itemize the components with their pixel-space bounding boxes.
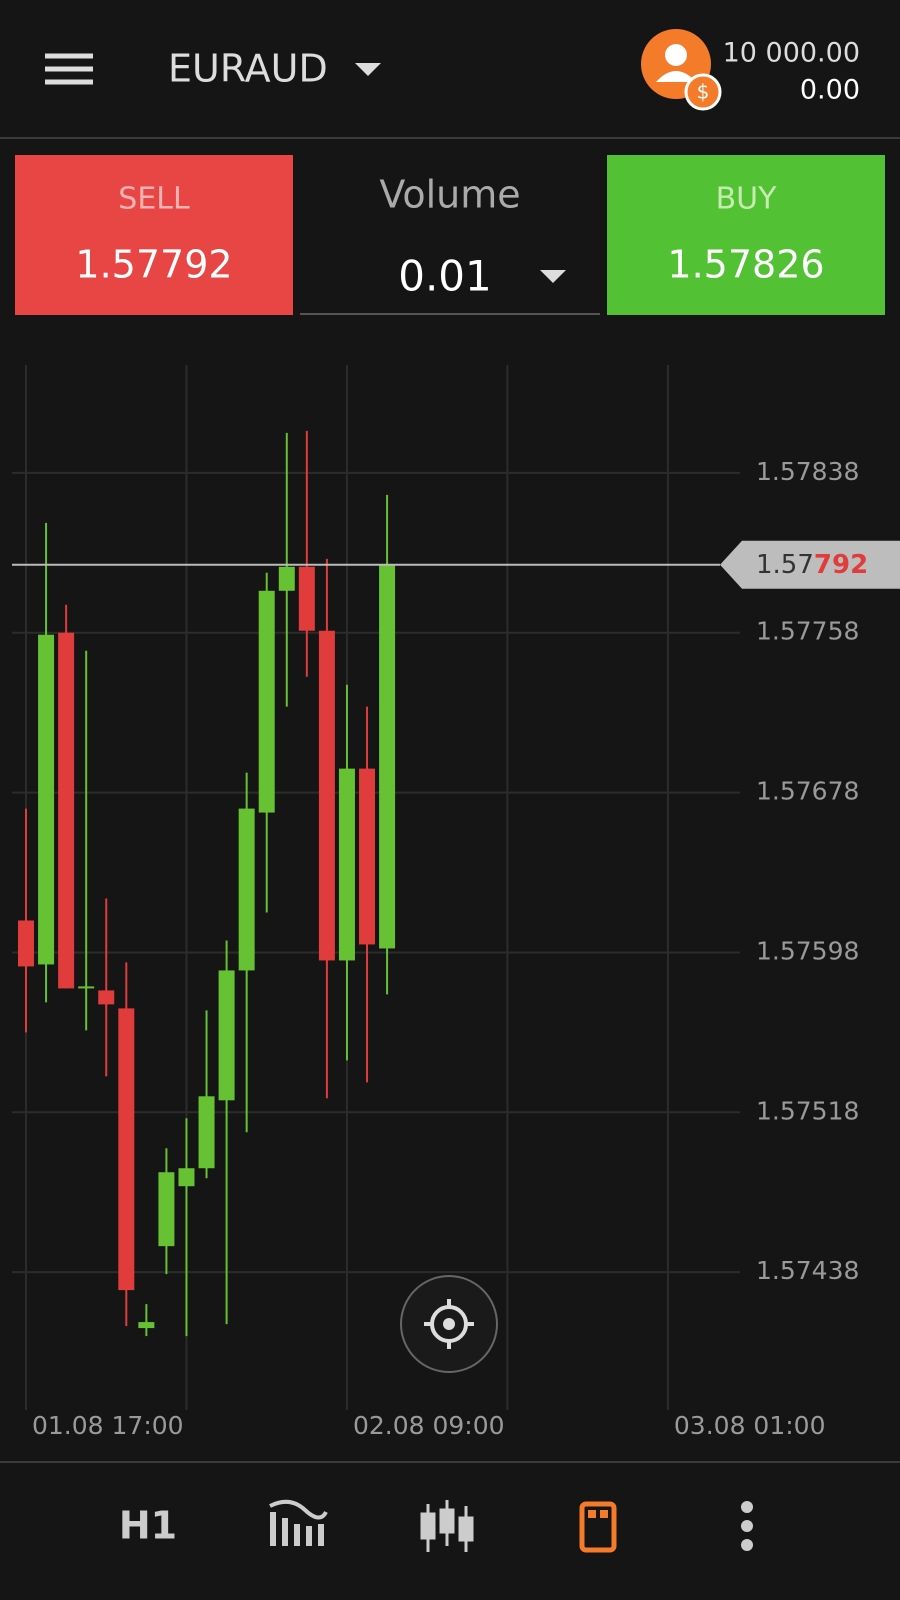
sell-price: 1.57792 — [75, 243, 232, 287]
y-tick-label: 1.57678 — [756, 777, 859, 806]
icon-body — [458, 1516, 474, 1542]
indicator-bar — [282, 1518, 288, 1546]
candle-body — [298, 566, 315, 631]
price-tag-background — [720, 540, 900, 589]
x-tick-label: 01.08 17:00 — [32, 1411, 184, 1440]
indicator-bar — [306, 1526, 312, 1546]
candle-body — [158, 1172, 175, 1247]
candle-body — [278, 566, 295, 591]
indicator-bar — [318, 1524, 324, 1546]
more-button[interactable] — [741, 1501, 753, 1551]
more-dot — [741, 1539, 753, 1551]
price-tag-pips: 792 — [814, 549, 868, 579]
target-dot — [443, 1318, 455, 1330]
candle-body — [78, 986, 95, 989]
candle-body — [338, 768, 355, 961]
more-dot — [741, 1501, 753, 1513]
indicator-bar — [270, 1512, 276, 1546]
price-tag: 1.57792 — [756, 549, 868, 579]
price-tag-main: 1.57 — [756, 549, 814, 579]
sell-button[interactable]: SELL 1.57792 — [15, 155, 293, 315]
sell-label: SELL — [118, 182, 190, 217]
icon-body — [420, 1512, 436, 1540]
candle-body — [98, 990, 115, 1005]
candle-body — [218, 970, 235, 1101]
y-tick-label: 1.57438 — [756, 1256, 859, 1285]
candle-body — [38, 634, 55, 965]
y-tick-label: 1.57518 — [756, 1096, 859, 1125]
recenter-button[interactable] — [400, 1275, 498, 1373]
volume-dropdown-arrow — [540, 270, 566, 283]
chart-overlay: 1.57792 — [12, 540, 900, 589]
indicators-button[interactable] — [269, 1499, 328, 1546]
candle-body — [379, 564, 396, 949]
profit: 0.00 — [800, 75, 860, 106]
account-avatar[interactable]: $ — [641, 29, 722, 111]
menu-button[interactable] — [45, 53, 93, 85]
candle-body — [58, 632, 75, 989]
x-tick-label: 02.08 09:00 — [353, 1411, 505, 1440]
orders-icon-frame — [579, 1501, 617, 1553]
sell-background — [15, 155, 293, 315]
volume-label: Volume — [379, 173, 520, 217]
chart-type-button[interactable] — [420, 1500, 474, 1552]
avatar-head — [665, 44, 687, 66]
symbol-selector[interactable]: EURAUD — [168, 47, 328, 91]
buy-price: 1.57826 — [667, 243, 824, 287]
x-tick-label: 03.08 01:00 — [674, 1411, 826, 1440]
candle-body — [138, 1322, 155, 1329]
y-tick-label: 1.57598 — [756, 936, 859, 965]
buy-button[interactable]: BUY 1.57826 — [607, 155, 885, 315]
timeframe-button[interactable]: H1 — [119, 1504, 177, 1548]
target-ticks — [424, 1299, 474, 1349]
buy-label: BUY — [716, 182, 778, 217]
y-tick-label: 1.57758 — [756, 617, 859, 646]
buy-background — [607, 155, 885, 315]
balance: 10 000.00 — [723, 38, 860, 69]
more-dot — [741, 1520, 753, 1532]
volume-selector[interactable]: 0.01 — [300, 252, 600, 315]
candles — [18, 430, 396, 1337]
orders-button[interactable] — [579, 1501, 617, 1553]
volume-value: 0.01 — [398, 252, 492, 301]
candle-body — [318, 630, 335, 961]
icon-body — [439, 1508, 455, 1534]
candle-body — [198, 1096, 215, 1169]
candle-body — [238, 808, 255, 971]
orders-icon-dot — [600, 1510, 608, 1518]
candle-body — [178, 1168, 195, 1187]
indicator-curve — [269, 1499, 328, 1520]
symbol-dropdown-arrow[interactable] — [355, 63, 381, 76]
avatar-body — [656, 71, 696, 82]
candle-body — [359, 768, 376, 945]
candle-body — [118, 1008, 135, 1291]
currency-symbol: $ — [697, 80, 710, 104]
indicator-bar — [294, 1524, 300, 1546]
candle-body — [258, 590, 275, 813]
currency-badge — [684, 73, 722, 111]
orders-icon-dot — [588, 1510, 596, 1518]
y-tick-label: 1.57838 — [756, 457, 859, 486]
candle-body — [18, 920, 34, 967]
